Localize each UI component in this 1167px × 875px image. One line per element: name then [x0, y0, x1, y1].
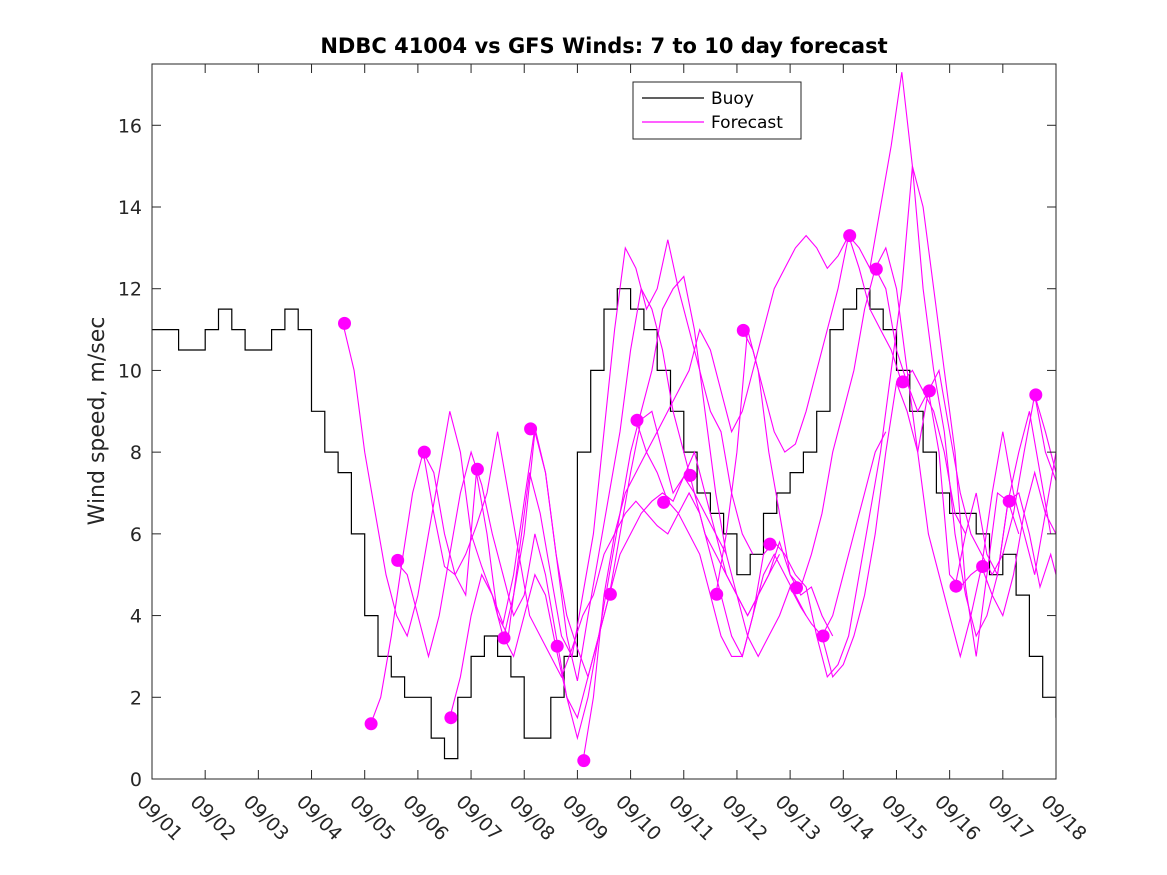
- legend-box: [632, 81, 802, 140]
- forecast-point: [603, 587, 617, 601]
- forecast-point: [470, 462, 484, 476]
- forecast-point: [550, 639, 564, 653]
- forecast-point: [497, 631, 511, 645]
- series-layer: [152, 72, 1056, 768]
- forecast-point: [1002, 494, 1016, 508]
- forecast-point: [816, 629, 830, 643]
- y-tick-label: 12: [118, 279, 142, 301]
- y-tick-label: 8: [130, 442, 142, 464]
- buoy-series-line: [152, 288, 1056, 760]
- forecast-point: [630, 413, 644, 427]
- y-axis-label: Wind speed, m/sec: [85, 317, 110, 526]
- forecast-point: [763, 537, 777, 551]
- forecast-point: [444, 711, 458, 725]
- forecast-point: [869, 262, 883, 276]
- legend-entry-buoy: Buoy: [711, 89, 754, 109]
- y-tick-label: 6: [130, 524, 142, 546]
- y-tick-label: 10: [118, 360, 142, 382]
- y-tick-label: 4: [130, 606, 142, 628]
- forecast-point: [338, 316, 351, 330]
- y-tick-label: 2: [130, 687, 142, 709]
- forecast-point: [683, 468, 697, 482]
- forecast-point: [843, 229, 857, 243]
- forecast-series-line-3: [396, 275, 780, 741]
- forecast-point: [364, 717, 378, 731]
- legend-entry-forecast: Forecast: [711, 113, 783, 133]
- forecast-point: [577, 754, 591, 768]
- forecast-series-line-11: [821, 368, 1056, 679]
- forecast-point: [949, 579, 963, 593]
- forecast-series-line-2: [369, 239, 754, 727]
- forecast-point: [524, 422, 538, 436]
- forecast-point: [896, 375, 910, 389]
- forecast-point: [417, 445, 431, 459]
- forecast-point: [976, 560, 990, 573]
- forecast-series-line-8: [635, 165, 1020, 679]
- forecast-point: [657, 495, 671, 509]
- y-tick-label: 16: [118, 115, 142, 137]
- forecast-point: [391, 553, 405, 567]
- y-tick-label: 14: [118, 197, 142, 219]
- y-tick-label: 0: [130, 769, 142, 791]
- forecast-series-line-14: [1034, 394, 1056, 481]
- axes-layer: [151, 63, 1057, 780]
- legend[interactable]: Buoy Forecast: [632, 81, 802, 140]
- forecast-point: [736, 323, 750, 337]
- forecast-point: [790, 581, 803, 595]
- forecast-series-line-9: [715, 246, 1056, 659]
- forecast-point: [922, 384, 936, 398]
- axes-box: [151, 63, 1057, 780]
- forecast-point: [1029, 388, 1043, 402]
- forecast-point: [710, 587, 724, 601]
- chart-title: NDBC 41004 vs GFS Winds: 7 to 10 day for…: [320, 34, 887, 58]
- plot-area: [152, 64, 1056, 779]
